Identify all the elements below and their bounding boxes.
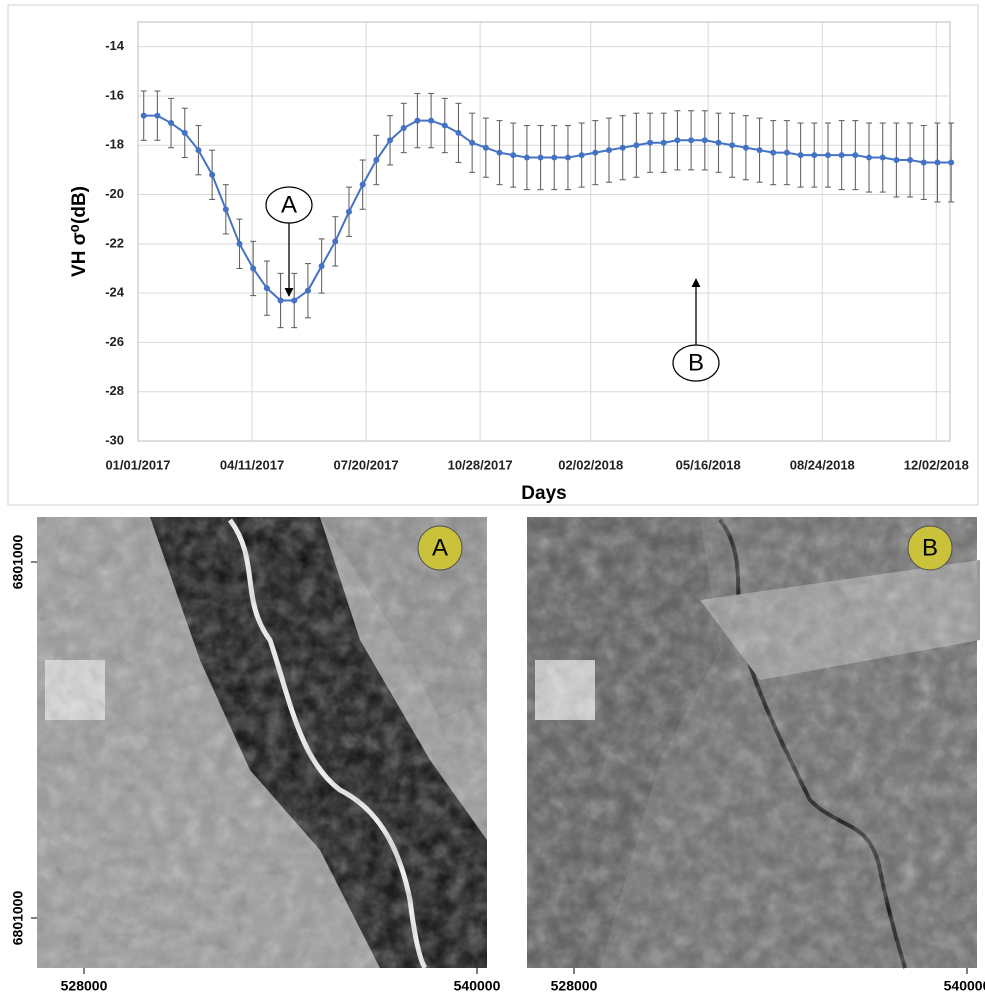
data-point xyxy=(523,154,530,161)
panel-badge-label: A xyxy=(432,534,448,561)
sar-image-b xyxy=(527,517,980,969)
x-tick-label: 05/16/2018 xyxy=(676,457,741,472)
x-tick-label: 08/24/2018 xyxy=(790,457,855,472)
data-point xyxy=(510,152,517,159)
y-tick-label: -26 xyxy=(105,334,124,349)
y-tick-label: -24 xyxy=(105,285,125,300)
data-point xyxy=(838,152,845,159)
data-point xyxy=(332,238,339,245)
x-tick-label: 02/02/2018 xyxy=(558,457,623,472)
data-point xyxy=(934,159,941,166)
data-point xyxy=(907,157,914,164)
y-tick-label: -18 xyxy=(105,137,124,152)
annotation-circle xyxy=(265,186,313,224)
map-x-label: 540000 xyxy=(454,978,501,994)
data-point xyxy=(195,147,202,154)
data-point xyxy=(263,285,270,292)
data-point xyxy=(277,297,284,304)
panel-badge xyxy=(907,525,953,571)
data-point xyxy=(482,144,489,151)
data-point xyxy=(633,142,640,149)
data-point xyxy=(428,117,435,124)
data-point xyxy=(564,154,571,161)
data-point xyxy=(592,149,599,156)
data-point xyxy=(236,240,243,247)
data-point xyxy=(551,154,558,161)
plot-frame xyxy=(137,21,951,442)
data-point xyxy=(304,287,311,294)
y-tick-label: -22 xyxy=(105,235,124,250)
data-point xyxy=(783,149,790,156)
data-point xyxy=(578,152,585,159)
x-tick-label: 10/28/2017 xyxy=(448,457,513,472)
y-tick-label: -28 xyxy=(105,383,124,398)
y-axis-label: VH σ⁰(dB) xyxy=(69,186,90,277)
data-point xyxy=(770,149,777,156)
data-point xyxy=(168,120,175,127)
data-point xyxy=(688,137,695,144)
data-point xyxy=(756,147,763,154)
data-point xyxy=(345,208,352,215)
annotation-circle xyxy=(672,344,720,382)
x-axis-label: Days xyxy=(521,483,566,504)
data-point xyxy=(606,147,613,154)
sar-image-a xyxy=(37,517,487,970)
data-point xyxy=(291,297,298,304)
data-point xyxy=(250,265,257,272)
annotation-label: A xyxy=(281,191,297,218)
x-tick-label: 04/11/2017 xyxy=(220,457,284,472)
data-point xyxy=(496,149,503,156)
data-point xyxy=(373,157,380,164)
data-point xyxy=(441,122,448,129)
data-point xyxy=(948,159,955,166)
data-point xyxy=(537,154,544,161)
map-x-label: 528000 xyxy=(61,978,108,994)
data-point xyxy=(729,142,736,149)
data-point xyxy=(660,139,667,146)
data-point xyxy=(140,112,147,119)
data-point xyxy=(209,171,216,178)
data-point xyxy=(647,139,654,146)
data-point xyxy=(387,137,394,144)
data-point xyxy=(455,129,462,136)
panel-badge xyxy=(417,525,463,571)
data-point xyxy=(181,129,188,136)
map-x-label: 528000 xyxy=(551,978,598,994)
data-point xyxy=(414,117,421,124)
data-point xyxy=(852,152,859,159)
data-point xyxy=(742,144,749,151)
x-tick-label: 12/02/2018 xyxy=(904,457,969,472)
data-point xyxy=(674,137,681,144)
data-point xyxy=(701,137,708,144)
y-tick-label: -16 xyxy=(105,87,124,102)
data-point xyxy=(222,206,229,213)
data-point xyxy=(920,159,927,166)
y-tick-label: -30 xyxy=(105,432,124,447)
y-tick-label: -20 xyxy=(105,186,124,201)
data-point xyxy=(469,139,476,146)
data-point xyxy=(400,124,407,131)
data-point xyxy=(824,152,831,159)
data-point xyxy=(318,263,325,270)
data-point xyxy=(811,152,818,159)
x-tick-label: 07/20/2017 xyxy=(334,457,399,472)
annotation-label: B xyxy=(688,349,704,376)
map-x-label: 540000 xyxy=(944,978,985,994)
map-y-label: 6801000 xyxy=(10,535,26,590)
chart-frame xyxy=(7,4,979,506)
data-point xyxy=(879,154,886,161)
x-tick-label: 01/01/2017 xyxy=(105,457,170,472)
data-point xyxy=(893,157,900,164)
y-tick-label: -14 xyxy=(105,38,125,53)
data-point xyxy=(866,154,873,161)
map-y-label: 6801000 xyxy=(10,891,26,946)
panel-badge-label: B xyxy=(922,534,938,561)
data-point xyxy=(619,144,626,151)
data-point xyxy=(359,181,366,188)
data-point xyxy=(715,139,722,146)
data-point xyxy=(797,152,804,159)
data-point xyxy=(154,112,161,119)
